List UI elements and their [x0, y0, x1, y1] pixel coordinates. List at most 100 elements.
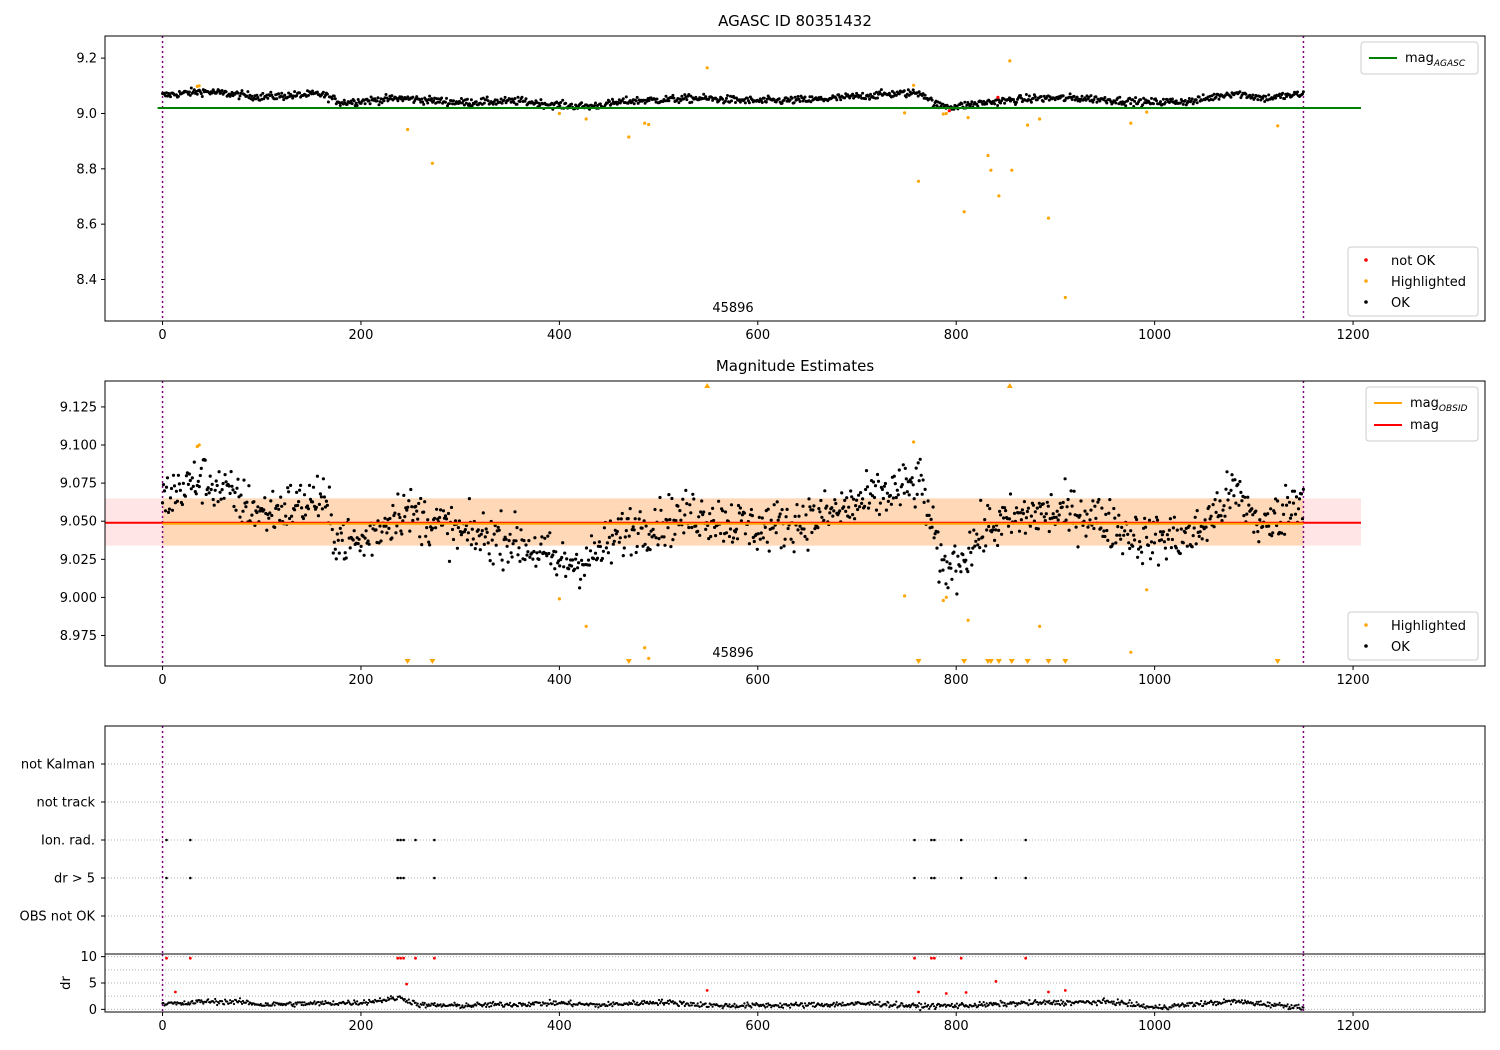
- ok-point: [955, 1002, 959, 1005]
- ok-point: [432, 99, 436, 103]
- ok-point: [1172, 515, 1176, 519]
- ok-point: [896, 493, 900, 497]
- ok-point: [1156, 563, 1161, 567]
- ok-point: [485, 1005, 488, 1009]
- ok-point: [440, 96, 444, 100]
- ok-point: [345, 102, 349, 106]
- dr-high-point: [399, 956, 402, 960]
- ok-point: [983, 518, 987, 522]
- ok-point: [746, 1001, 749, 1004]
- ok-point: [721, 509, 725, 513]
- ok-point: [807, 497, 811, 501]
- ok-point: [1203, 1002, 1206, 1005]
- x-tick-label: 1000: [1138, 328, 1171, 343]
- ok-point: [729, 503, 734, 507]
- ok-point: [1186, 1002, 1189, 1005]
- ok-point: [1270, 534, 1274, 538]
- ok-point: [634, 99, 638, 103]
- ok-point: [621, 97, 625, 101]
- ok-point: [235, 486, 239, 490]
- ok-point: [852, 497, 856, 501]
- dr-high-point: [913, 956, 916, 960]
- y-tick-label: 8.6: [76, 218, 97, 233]
- ok-point: [624, 529, 628, 533]
- legend-point-swatch: [1364, 644, 1368, 648]
- ok-point: [901, 463, 905, 467]
- ok-point: [718, 98, 722, 102]
- ok-point: [420, 97, 424, 101]
- highlighted-point: [647, 656, 651, 661]
- ok-point: [252, 500, 256, 504]
- ok-point: [547, 1003, 550, 1006]
- ok-point: [332, 1000, 335, 1003]
- ok-point: [917, 1005, 920, 1008]
- ok-point: [264, 1002, 267, 1005]
- ok-point: [359, 544, 363, 549]
- ok-point: [209, 487, 213, 492]
- ok-point: [162, 1002, 165, 1005]
- offscale-low-marker: [915, 659, 922, 664]
- offscale-high-marker: [704, 383, 711, 388]
- ok-point: [745, 1004, 748, 1007]
- ok-point: [764, 100, 768, 104]
- ok-point: [428, 543, 432, 547]
- ok-point: [683, 93, 687, 97]
- ok-point: [1063, 477, 1067, 481]
- ok-point: [551, 1002, 554, 1005]
- ok-point: [269, 499, 273, 503]
- ok-point: [232, 504, 236, 509]
- ok-point: [570, 564, 574, 568]
- ok-point: [902, 491, 906, 495]
- ok-point: [187, 90, 191, 94]
- ok-point: [859, 491, 863, 495]
- ok-point: [866, 506, 871, 510]
- ok-point: [1063, 98, 1067, 102]
- ok-point: [305, 504, 310, 508]
- ok-point: [790, 96, 794, 100]
- ok-point: [338, 526, 342, 531]
- ok-point: [673, 532, 677, 536]
- ok-point: [997, 1003, 1000, 1006]
- ok-point: [523, 558, 527, 562]
- ok-point: [388, 997, 391, 1000]
- obsid-label: 45896: [712, 646, 753, 661]
- ok-point: [247, 484, 251, 488]
- ok-point: [1139, 98, 1143, 102]
- ok-point: [934, 1007, 937, 1011]
- flag-category-label: not track: [36, 796, 95, 811]
- ok-point: [169, 486, 174, 491]
- ok-point: [973, 544, 977, 548]
- ok-point: [950, 1002, 954, 1005]
- ok-point: [1170, 537, 1174, 542]
- ok-point: [283, 93, 287, 97]
- ok-point: [1128, 96, 1132, 100]
- ok-point: [698, 533, 702, 538]
- ok-point: [528, 555, 532, 559]
- ok-point: [789, 1006, 792, 1009]
- ok-point: [503, 1005, 506, 1008]
- ok-point: [923, 1005, 926, 1009]
- ok-point: [286, 486, 290, 490]
- ok-point: [875, 90, 878, 94]
- ok-point: [765, 540, 769, 544]
- ok-point: [1057, 513, 1061, 517]
- ok-point: [451, 537, 456, 542]
- ok-point: [270, 1004, 273, 1007]
- ok-point: [655, 1002, 659, 1005]
- ok-point: [720, 1004, 723, 1007]
- ok-point: [466, 531, 470, 535]
- ok-point: [930, 98, 934, 102]
- ok-point: [606, 1004, 609, 1008]
- legend-label: mag: [1410, 418, 1439, 433]
- ok-point: [593, 104, 596, 108]
- ok-point: [877, 512, 882, 517]
- ok-point: [1165, 98, 1169, 101]
- ok-point: [835, 98, 839, 102]
- ok-point: [1216, 1000, 1219, 1003]
- ok-point: [812, 504, 816, 508]
- ok-point: [1043, 519, 1047, 523]
- ok-point: [580, 101, 584, 105]
- ok-point: [1120, 525, 1124, 530]
- ok-point: [221, 481, 225, 486]
- ok-point: [1172, 1005, 1175, 1008]
